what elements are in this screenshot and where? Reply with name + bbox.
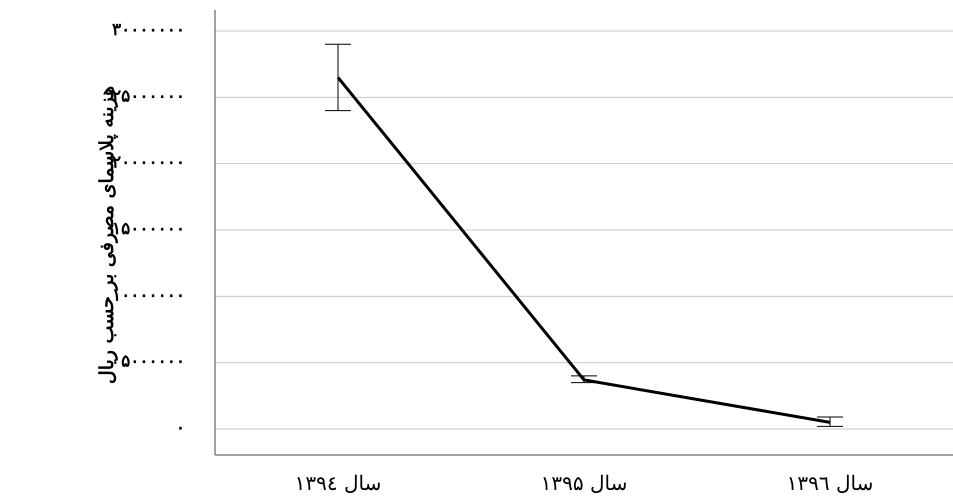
y-axis-label: هزینه پلاسمای مصرفی بر حسب ریال (96, 86, 118, 384)
x-tick-label: سال ۱۳۹۵ (541, 471, 628, 495)
y-tick-label: ۱۵۰۰۰۰۰۰ (112, 219, 185, 239)
y-tick-labels: ۰ ۵۰۰۰۰۰۰ ۱۰۰۰۰۰۰۰ ۱۵۰۰۰۰۰۰ ۲۰۰۰۰۰۰۰ ۲۵۰۰۰۰۰۰… (112, 20, 185, 438)
y-tick-label: ۱۰۰۰۰۰۰۰ (112, 285, 185, 305)
y-tick-label: ۰ (176, 418, 185, 438)
y-tick-label: ۵۰۰۰۰۰۰ (121, 352, 185, 372)
error-bars (325, 43, 843, 427)
y-tick-label: ۳۰۰۰۰۰۰۰ (112, 20, 185, 40)
y-tick-label: ۲۰۰۰۰۰۰۰ (112, 153, 185, 173)
series-lines (336, 76, 831, 424)
x-tick-label: سال ۱۳۹٤ (295, 471, 382, 495)
x-tick-labels: سال ۱۳۹٤ سال ۱۳۹۵ سال ۱۳۹٦ (295, 471, 874, 495)
grid-lines (215, 30, 953, 430)
axes (214, 10, 953, 456)
series-line (336, 76, 831, 424)
x-tick-label: سال ۱۳۹٦ (787, 471, 874, 495)
y-tick-label: ۲۵۰۰۰۰۰۰ (112, 86, 185, 106)
